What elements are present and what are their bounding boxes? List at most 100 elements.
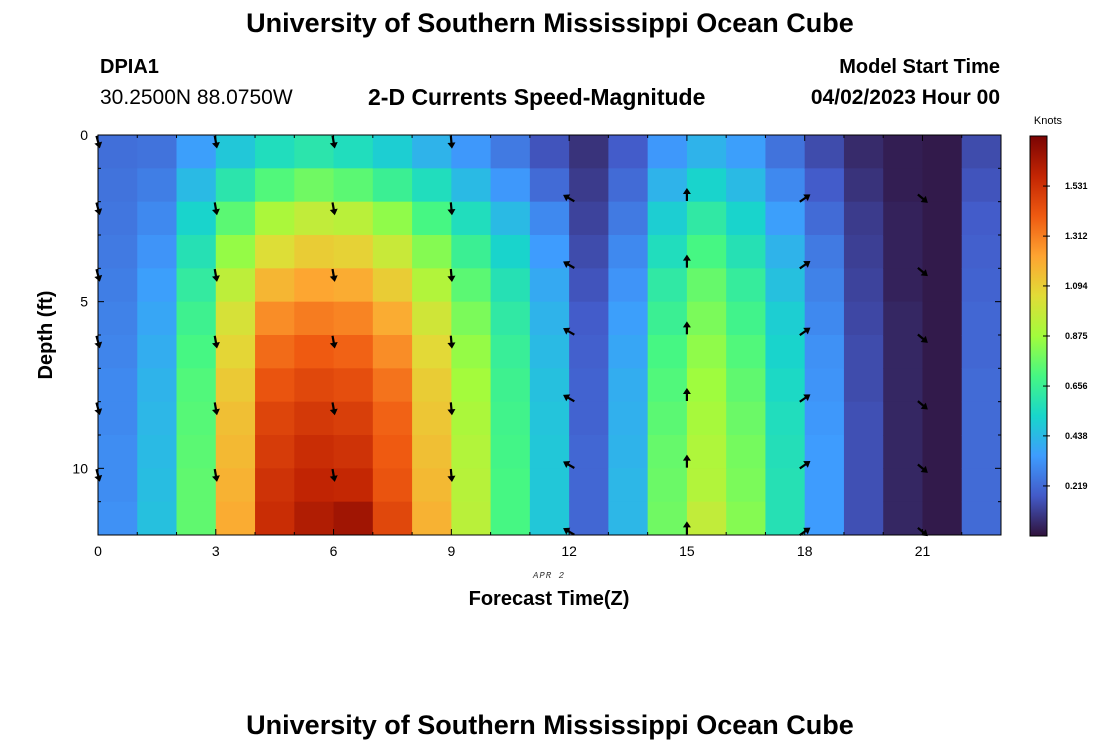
current-vector-arrow (917, 266, 928, 277)
heatmap-cell (176, 268, 217, 303)
current-vector-arrow (682, 454, 691, 468)
heatmap-cell (294, 401, 335, 436)
heatmap-cell (529, 435, 570, 469)
heatmap-cell (98, 435, 138, 469)
heatmap-cell (608, 501, 649, 536)
station-id: DPIA1 (100, 56, 159, 78)
heatmap-cell (490, 468, 531, 503)
colorbar-tick-label: 1.531 (1065, 181, 1088, 191)
heatmap-cell (294, 301, 335, 336)
heatmap-cell (333, 235, 374, 269)
heatmap-cell (647, 435, 688, 469)
heatmap-cell (765, 201, 806, 236)
heatmap-cell (843, 268, 884, 303)
heatmap-cell (529, 501, 570, 536)
heatmap-cell (490, 335, 531, 369)
current-vector-arrow (447, 202, 456, 216)
heatmap-cell (255, 168, 295, 203)
heatmap-cell (726, 435, 766, 469)
heatmap-cell (922, 501, 963, 536)
heatmap-cell (255, 301, 295, 336)
heatmap-cell (333, 168, 374, 203)
heatmap-cell (333, 335, 374, 369)
y-tick-label: 10 (72, 460, 88, 476)
heatmap-cell (883, 301, 923, 336)
colorbar-tick-label: 0.875 (1065, 331, 1088, 341)
heatmap-cell (451, 368, 492, 403)
heatmap-cell (843, 301, 884, 336)
heatmap-cell (98, 235, 138, 269)
heatmap-cell (961, 335, 1002, 369)
heatmap-cell (412, 201, 452, 236)
heatmap-cell (98, 501, 138, 536)
heatmap-cell (765, 135, 806, 169)
heatmap-cell (490, 368, 531, 403)
current-vector-arrow (212, 335, 220, 349)
heatmap-cell (883, 268, 923, 303)
heatmap-cell (98, 468, 138, 503)
current-vector-arrow (212, 268, 220, 282)
heatmap-cell (255, 501, 295, 536)
current-vector-arrow (447, 468, 456, 482)
heatmap-cell (176, 135, 217, 169)
heatmap-cell (726, 135, 766, 169)
heatmap-cell (98, 401, 138, 436)
heatmap-cell (333, 468, 374, 503)
heatmap-cell (686, 435, 727, 469)
heatmap-cell (137, 201, 178, 236)
heatmap-cell (372, 501, 413, 536)
colorbar-label: Knots (1034, 115, 1063, 127)
heatmap-cell (765, 501, 806, 536)
heatmap-cell (883, 168, 923, 203)
heatmap-cell (215, 268, 256, 303)
heatmap-cell (372, 268, 413, 303)
heatmap-cell (176, 468, 217, 503)
model-start-label: Model Start Time (839, 56, 1000, 78)
model-start-value: 04/02/2023 Hour 00 (810, 86, 1000, 109)
heatmap-cell (490, 268, 531, 303)
heatmap-cell (372, 401, 413, 436)
heatmap-cell (883, 401, 923, 436)
heatmap-cell (255, 201, 295, 236)
heatmap-cell (451, 468, 492, 503)
heatmap-cell (647, 268, 688, 303)
heatmap-cell (333, 201, 374, 236)
heatmap-cell (686, 135, 727, 169)
current-vector-arrow (917, 333, 928, 343)
current-vector-arrow (799, 194, 811, 203)
heatmap-cell (137, 435, 178, 469)
current-vector-arrow (563, 527, 575, 536)
heatmap-cell (804, 335, 845, 369)
heatmap-cell (255, 268, 295, 303)
heatmap-cell (451, 235, 492, 269)
heatmap-cell (412, 268, 452, 303)
heatmap-cell (412, 435, 452, 469)
heatmap-cell (569, 168, 609, 203)
heatmap-cell (726, 201, 766, 236)
page-title-bottom: University of Southern Mississippi Ocean… (246, 710, 854, 740)
current-vector-arrow (447, 402, 456, 416)
heatmap-cell (215, 435, 256, 469)
heatmap-cell (765, 301, 806, 336)
heatmap-cell (137, 368, 178, 403)
heatmap-cell (804, 368, 845, 403)
current-vector-arrow (917, 463, 928, 473)
heatmap-cell (176, 501, 217, 536)
heatmap-cell (686, 201, 727, 236)
heatmap-cell (922, 235, 963, 269)
heatmap-cell (137, 268, 178, 303)
heatmap-cell (961, 435, 1002, 469)
heatmap-cell (333, 401, 374, 436)
heatmap-cell (333, 301, 374, 336)
heatmap-cell (294, 268, 335, 303)
heatmap-cell (372, 435, 413, 469)
heatmap-cells (98, 135, 1002, 536)
heatmap-cell (412, 468, 452, 503)
x-tick-label: 3 (212, 543, 220, 559)
heatmap-cell (647, 135, 688, 169)
heatmap-cell (961, 501, 1002, 536)
heatmap-cell (333, 135, 374, 169)
current-vector-arrow (563, 194, 575, 203)
current-vector-arrow (917, 193, 928, 203)
heatmap-cell (647, 168, 688, 203)
